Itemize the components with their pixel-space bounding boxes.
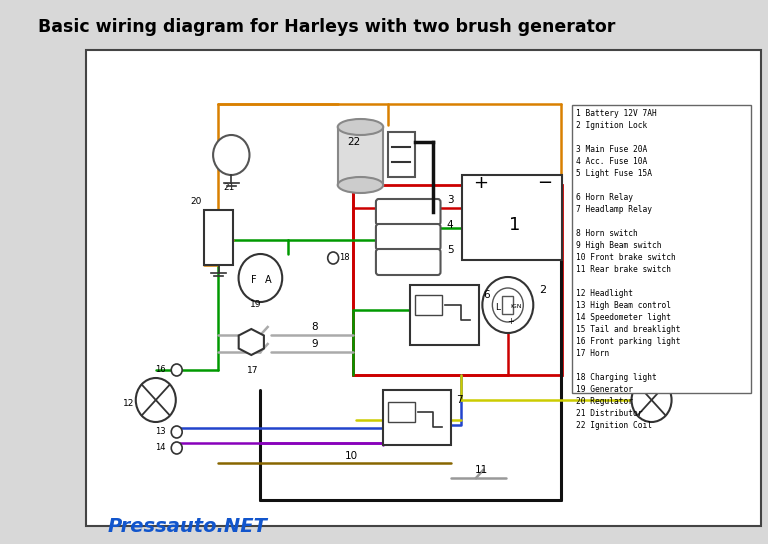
Text: Basic wiring diagram for Harleys with two brush generator: Basic wiring diagram for Harleys with tw… <box>38 18 615 36</box>
Bar <box>204 210 233 265</box>
FancyBboxPatch shape <box>376 224 441 250</box>
FancyBboxPatch shape <box>376 199 441 225</box>
Text: Pressauto.NET: Pressauto.NET <box>108 517 267 536</box>
Text: 11: 11 <box>475 465 488 475</box>
Bar <box>388 402 415 422</box>
FancyBboxPatch shape <box>376 249 441 275</box>
Bar <box>502 296 513 314</box>
Text: A: A <box>265 275 272 285</box>
Text: 10: 10 <box>345 451 358 461</box>
Text: 22: 22 <box>347 137 360 147</box>
Text: 9: 9 <box>312 339 318 349</box>
Circle shape <box>239 254 282 302</box>
Text: L: L <box>495 302 500 312</box>
Text: 13: 13 <box>155 428 166 436</box>
Bar <box>415 295 442 315</box>
Bar <box>86 50 761 526</box>
Circle shape <box>136 378 176 422</box>
Bar <box>462 175 562 260</box>
Circle shape <box>631 378 671 422</box>
Text: 12: 12 <box>123 399 134 407</box>
Circle shape <box>482 277 533 333</box>
Text: 5: 5 <box>447 245 454 255</box>
Bar <box>572 105 750 393</box>
Text: 21: 21 <box>223 183 234 192</box>
Ellipse shape <box>338 177 383 193</box>
Text: 7: 7 <box>456 395 462 405</box>
Text: 19: 19 <box>250 300 262 309</box>
Text: 3: 3 <box>447 195 454 205</box>
Circle shape <box>171 426 182 438</box>
Text: 18: 18 <box>339 254 349 263</box>
Bar <box>388 132 415 177</box>
Text: 1: 1 <box>509 216 521 234</box>
Bar <box>353 185 562 375</box>
Text: −: − <box>537 174 551 192</box>
Text: 14: 14 <box>155 443 166 453</box>
Circle shape <box>328 252 339 264</box>
Ellipse shape <box>338 119 383 135</box>
Text: 6: 6 <box>483 290 490 300</box>
Text: 16: 16 <box>155 366 166 374</box>
Circle shape <box>213 135 250 175</box>
Text: 17: 17 <box>247 366 259 375</box>
Text: +: + <box>507 317 514 325</box>
Bar <box>383 390 452 445</box>
Text: +: + <box>473 174 488 192</box>
Circle shape <box>171 442 182 454</box>
Bar <box>410 285 478 345</box>
Polygon shape <box>239 329 264 355</box>
Circle shape <box>492 288 523 322</box>
Text: 20: 20 <box>190 197 201 207</box>
Text: IGN: IGN <box>510 305 521 310</box>
Text: 8: 8 <box>312 322 318 332</box>
Bar <box>338 127 383 185</box>
Text: 4: 4 <box>447 220 454 230</box>
Text: F: F <box>251 275 257 285</box>
Text: 15: 15 <box>677 383 690 393</box>
Circle shape <box>171 364 182 376</box>
Text: 1 Battery 12V 7AH
2 Ignition Lock

3 Main Fuse 20A
4 Acc. Fuse 10A
5 Light Fuse : 1 Battery 12V 7AH 2 Ignition Lock 3 Main… <box>576 109 680 430</box>
Text: 2: 2 <box>539 285 546 295</box>
